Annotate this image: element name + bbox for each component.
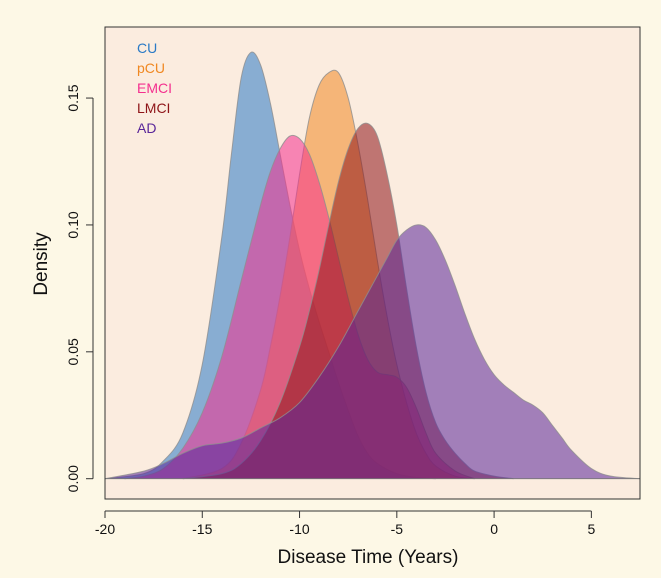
x-tick-label: -15 — [192, 521, 212, 537]
y-tick-label: 0.05 — [65, 338, 81, 365]
legend-entry-lmci: LMCI — [137, 100, 170, 116]
y-axis: 0.00 0.05 0.10 0.15 — [65, 84, 94, 492]
x-tick-label: -10 — [289, 521, 309, 537]
series-area-lmci — [182, 123, 514, 479]
legend-entry-cu: CU — [137, 40, 157, 56]
series-area-ad — [105, 224, 640, 479]
legend-entry-ad: AD — [137, 120, 156, 136]
legend-entry-emci: EMCI — [137, 80, 172, 96]
x-axis: -20 -15 -10 -5 0 5 — [95, 510, 595, 537]
series-layer — [104, 51, 641, 480]
x-tick-label: 5 — [587, 521, 595, 537]
legend: CU pCU EMCI LMCI AD — [137, 40, 172, 136]
x-axis-label: Disease Time (Years) — [278, 547, 459, 568]
y-tick-label: 0.10 — [65, 211, 81, 238]
series-outline-ad — [104, 224, 641, 480]
y-tick-label: 0.15 — [65, 84, 81, 111]
x-tick-label: -5 — [391, 521, 404, 537]
x-tick-label: -20 — [95, 521, 115, 537]
plot-frame — [104, 26, 641, 500]
y-axis-label: Density — [31, 232, 52, 296]
y-tick-label: 0.00 — [65, 465, 81, 492]
x-tick-label: 0 — [490, 521, 498, 537]
legend-entry-pcu: pCU — [137, 60, 165, 76]
